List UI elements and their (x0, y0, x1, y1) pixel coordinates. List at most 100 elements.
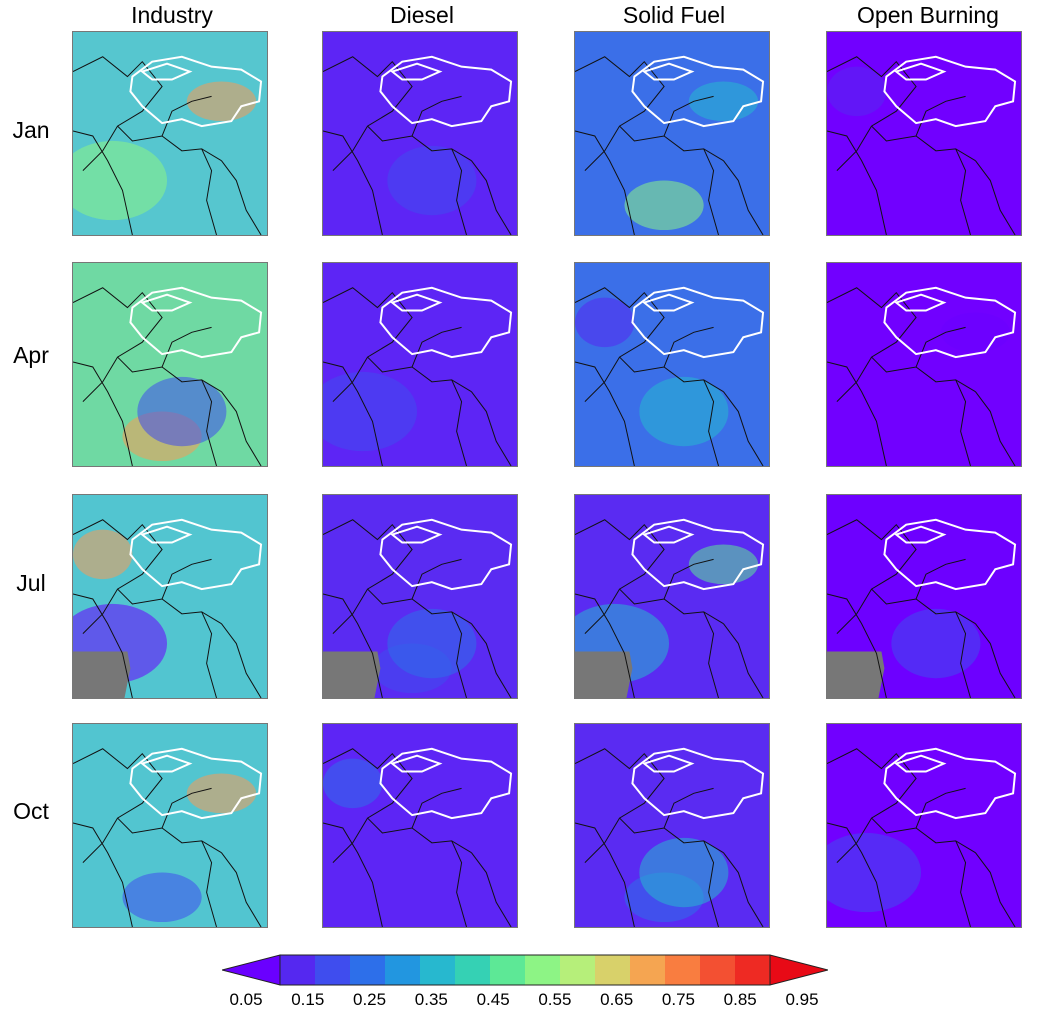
country-border (117, 356, 222, 393)
country-border (915, 558, 966, 600)
country-border (323, 822, 383, 927)
row-label-jan: Jan (12, 117, 50, 143)
plateau-outline (129, 518, 263, 591)
row-label-jul: Jul (16, 570, 46, 596)
concentration-region (827, 832, 922, 913)
concentration-region (827, 66, 887, 117)
country-border (161, 95, 212, 137)
country-border (471, 160, 512, 235)
colorbar-tick-labels: 0.05 0.15 0.25 0.35 0.45 0.55 0.65 0.75 0.85 0.95 (0, 990, 1050, 1016)
map-panel-jul-diesel (322, 494, 518, 699)
country-border (367, 356, 472, 393)
country-border (73, 56, 163, 171)
concentration-region (387, 145, 477, 216)
country-border (411, 326, 462, 368)
map-panel-apr-diesel (322, 262, 518, 467)
country-border (827, 822, 887, 927)
concentration-region (387, 608, 477, 679)
country-border (703, 148, 719, 235)
plateau-outline (883, 286, 1017, 359)
plateau-outline (883, 747, 1017, 820)
concentration-region (137, 376, 227, 447)
concentration-region (624, 180, 704, 231)
country-border (221, 852, 262, 927)
plateau-outline (894, 293, 947, 312)
colorbar-tick-label: 0.45 (476, 990, 510, 1009)
country-border (575, 287, 665, 402)
colorbar (220, 954, 830, 986)
colorbar-segment (455, 955, 491, 985)
country-border (619, 125, 724, 162)
country-border (723, 160, 764, 235)
colorbar-segment (700, 955, 736, 985)
country-border (619, 588, 724, 625)
country-border (73, 361, 133, 466)
country-border (201, 148, 217, 235)
country-border (221, 623, 262, 698)
country-border (201, 611, 217, 698)
country-border (201, 379, 217, 466)
country-border (703, 840, 719, 927)
plateau-outline (894, 525, 947, 544)
country-border (73, 130, 133, 235)
country-border (117, 588, 222, 625)
concentration-region (688, 81, 759, 122)
country-border (827, 593, 887, 698)
colorbar-segment (525, 955, 561, 985)
concentration-region (639, 837, 729, 908)
column-header-solid-fuel: Solid Fuel (622, 2, 726, 28)
country-border (451, 379, 467, 466)
map-panel-jul-open-burning (826, 494, 1022, 699)
colorbar-extend-high (769, 954, 830, 986)
country-border (575, 56, 665, 171)
plateau-outline (642, 62, 695, 81)
country-border (575, 361, 635, 466)
country-border (411, 558, 462, 600)
country-border (323, 519, 413, 634)
concentration-region (323, 758, 383, 809)
concentration-region (73, 529, 133, 580)
colorbar-tick-label: 0.05 (229, 990, 263, 1009)
plateau-outline (390, 62, 443, 81)
plateau-outline (631, 55, 765, 128)
missing-data-region (73, 651, 131, 698)
map-panel-oct-diesel (322, 723, 518, 928)
plateau-outline (883, 518, 1017, 591)
colorbar-segment (350, 955, 386, 985)
map-panel-jan-solid-fuel (574, 31, 770, 236)
country-border (451, 611, 467, 698)
country-border (575, 519, 665, 634)
country-border (323, 593, 383, 698)
colorbar-segment (560, 955, 596, 985)
country-border (915, 787, 966, 829)
plateau-outline (642, 525, 695, 544)
colorbar-tick-label: 0.65 (600, 990, 634, 1009)
country-border (871, 817, 976, 854)
country-border (471, 391, 512, 466)
country-border (723, 623, 764, 698)
colorbar-tick-label: 0.25 (353, 990, 387, 1009)
column-header-industry: Industry (131, 2, 213, 28)
concentration-region (688, 544, 759, 585)
plateau-outline (379, 286, 513, 359)
map-panel-oct-open-burning (826, 723, 1022, 928)
country-border (221, 391, 262, 466)
country-border (915, 95, 966, 137)
plateau-outline (379, 518, 513, 591)
country-border (827, 361, 887, 466)
country-border (723, 852, 764, 927)
concentration-region (940, 312, 1011, 353)
country-border (975, 623, 1016, 698)
country-border (827, 130, 887, 235)
country-border (471, 852, 512, 927)
plateau-outline (379, 747, 513, 820)
concentration-region (186, 773, 257, 814)
country-border (955, 148, 971, 235)
concentration-region (73, 140, 168, 221)
plateau-outline (140, 754, 193, 773)
country-border (411, 95, 462, 137)
plateau-outline (642, 293, 695, 312)
concentration-region (891, 608, 981, 679)
country-border (975, 852, 1016, 927)
plateau-outline (140, 62, 193, 81)
